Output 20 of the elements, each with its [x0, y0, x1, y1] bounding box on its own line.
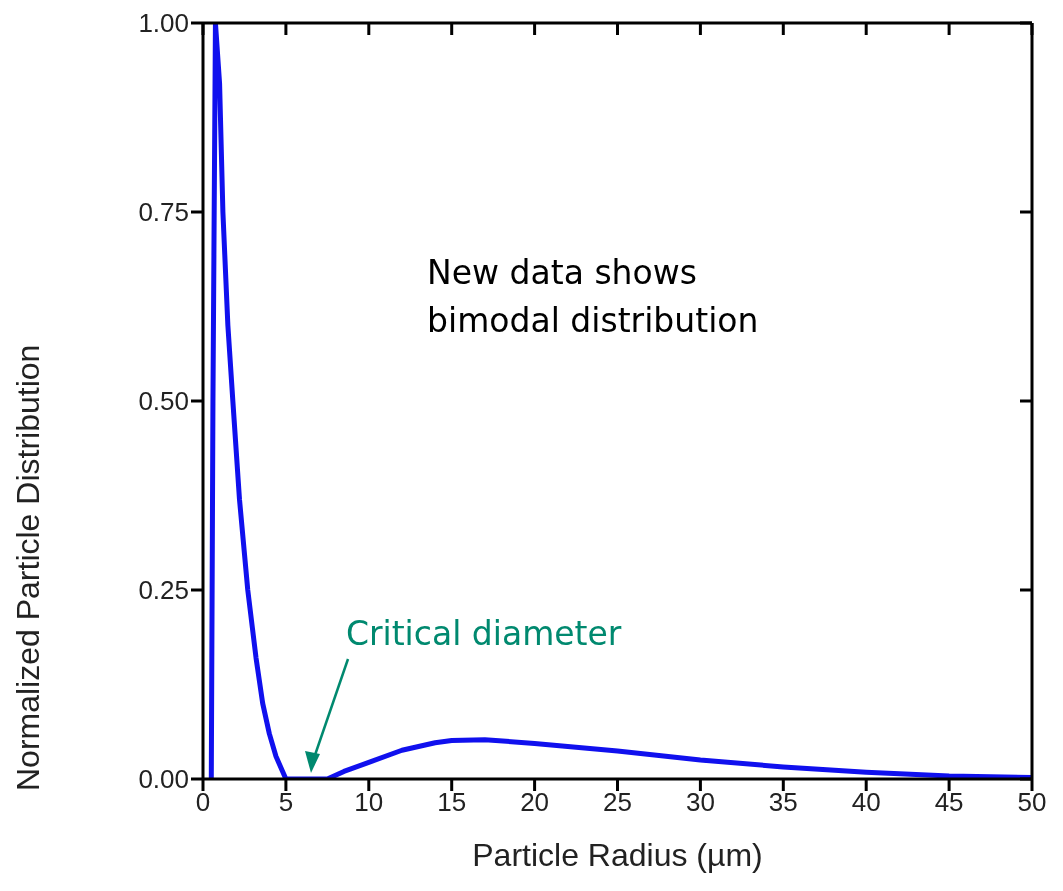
y-tick-label: 0.50 — [138, 386, 189, 417]
annotation: New data shows bimodal distribution — [427, 252, 759, 343]
y-tick-label: 0.75 — [138, 197, 189, 228]
y-axis-title: Normalized Particle Distribution — [10, 344, 47, 791]
x-axis-title: Particle Radius (µm) — [472, 837, 763, 873]
x-tick-label: 10 — [354, 787, 384, 818]
x-tick-label: 25 — [603, 787, 632, 818]
x-tick-label: 35 — [768, 787, 798, 818]
y-tick-label: 0.25 — [138, 575, 189, 606]
x-tick-label: 0 — [195, 787, 211, 818]
x-tick-label: 20 — [520, 787, 550, 818]
x-tick-label: 50 — [1017, 787, 1047, 818]
x-tick-label: 30 — [685, 787, 715, 818]
x-tick-label: 15 — [437, 787, 467, 818]
y-tick-label: 1.00 — [138, 8, 189, 39]
x-tick-label: 40 — [851, 787, 881, 818]
x-tick-label: 5 — [278, 787, 294, 818]
x-tick-label: 45 — [934, 787, 964, 818]
y-tick-label: 0.00 — [138, 764, 189, 795]
annotation: Critical diameter — [345, 614, 622, 653]
